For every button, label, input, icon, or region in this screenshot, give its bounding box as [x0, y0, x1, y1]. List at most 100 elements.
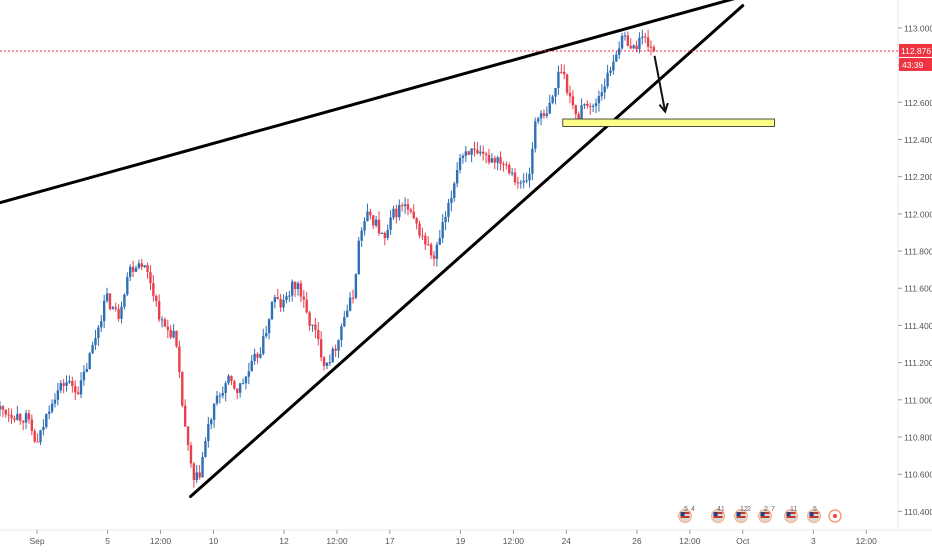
- event-markers-layer[interactable]: 5 4 41 12 2 2 7 11 5: [677, 506, 842, 524]
- candle-body: [525, 180, 528, 182]
- candle-body: [346, 310, 349, 318]
- event-marker-6[interactable]: 5: [806, 506, 822, 524]
- candle-body: [383, 232, 387, 238]
- candle-body: [528, 173, 531, 181]
- candle-body: [615, 54, 618, 62]
- candle-body: [302, 296, 306, 300]
- price-tick-label: 111.800: [904, 247, 932, 257]
- candle-body: [123, 294, 126, 307]
- target-zone-rectangle[interactable]: [562, 118, 775, 127]
- trendline-upper[interactable]: [0, 0, 743, 205]
- candle-body: [160, 319, 164, 321]
- trendline-lower[interactable]: [189, 4, 745, 499]
- candle-body: [623, 35, 627, 37]
- event-marker-dot-icon: [833, 514, 837, 518]
- candle-body: [351, 297, 355, 299]
- candle-body: [374, 219, 378, 226]
- event-marker-3[interactable]: 12 2: [733, 506, 752, 524]
- candle-body: [565, 74, 569, 93]
- candle-body: [19, 413, 22, 421]
- event-marker-count: 11: [790, 506, 797, 513]
- candle-body: [493, 158, 496, 163]
- candle-body: [496, 157, 499, 163]
- flag-stripe-icon: [786, 516, 796, 518]
- drawings-layer[interactable]: [0, 0, 775, 499]
- candle-body: [149, 272, 152, 284]
- candle-body: [591, 106, 595, 108]
- candle-body: [108, 293, 112, 310]
- candle-body: [311, 324, 314, 326]
- candle-body: [343, 317, 346, 327]
- flag-stripe-icon: [760, 512, 770, 514]
- projection-arrow-shaft[interactable]: [653, 55, 667, 112]
- flag-canton-icon: [736, 512, 741, 516]
- candle-body: [152, 283, 155, 296]
- time-axis[interactable]: Sep 5 12:00 10 12 12:00 17 19 12:00 24 26 12:00 Oct 3…: [29, 530, 877, 546]
- candle-body: [317, 330, 320, 340]
- candle-body: [212, 403, 216, 420]
- candle-body: [282, 300, 285, 308]
- candle-body: [21, 420, 25, 423]
- candle-body: [13, 418, 16, 420]
- event-marker-subcount: 7: [771, 506, 775, 513]
- candle-body: [76, 392, 80, 395]
- candle-body: [409, 209, 413, 212]
- candle-body: [606, 72, 609, 87]
- candle-body: [461, 155, 465, 158]
- time-tick-label: 24: [562, 536, 572, 546]
- candle-body: [155, 295, 158, 302]
- candle-body: [198, 472, 201, 478]
- candle-body: [441, 222, 444, 239]
- event-marker-5[interactable]: 11: [783, 506, 799, 524]
- time-tick-label: 5: [105, 536, 110, 546]
- candle-body: [577, 114, 580, 119]
- candle-body: [415, 218, 418, 224]
- candle-body: [649, 46, 653, 48]
- candle-body: [50, 403, 54, 412]
- flag-canton-icon: [786, 512, 791, 516]
- candle-body: [291, 281, 294, 296]
- candle-body: [632, 45, 635, 49]
- candle-body: [296, 283, 300, 289]
- candle-body: [612, 61, 615, 71]
- candle-body: [563, 71, 566, 75]
- candle-body: [548, 102, 551, 114]
- candle-body: [531, 148, 534, 174]
- candle-body: [395, 208, 398, 218]
- event-marker-2[interactable]: 41: [710, 506, 726, 524]
- candle-body: [626, 35, 630, 46]
- candle-body: [490, 158, 494, 163]
- flag-canton-icon: [713, 512, 718, 516]
- candle-body: [403, 204, 407, 206]
- candle-body: [644, 36, 647, 38]
- candle-body: [377, 219, 381, 234]
- current-price-tag: [899, 43, 932, 57]
- candle-body: [71, 380, 74, 387]
- event-marker-7[interactable]: [828, 509, 842, 523]
- flag-stripe-icon: [680, 516, 690, 518]
- candle-body: [39, 430, 42, 443]
- price-tick-label: 110.400: [904, 507, 932, 517]
- candle-body: [609, 70, 612, 73]
- candle-body: [354, 274, 358, 298]
- candle-body: [484, 153, 488, 155]
- candle-body: [256, 353, 259, 358]
- candle-body: [594, 103, 598, 107]
- candle-body: [510, 172, 514, 174]
- candle-body: [97, 327, 100, 339]
- candle-body: [65, 382, 68, 386]
- candle-body: [470, 148, 473, 155]
- candle-body: [42, 426, 45, 431]
- candle-body: [458, 157, 462, 171]
- candle-body: [259, 353, 262, 358]
- flag-stripe-icon: [713, 512, 723, 514]
- flag-canton-icon: [809, 512, 814, 516]
- candle-body: [328, 362, 332, 364]
- candle-body: [273, 297, 277, 303]
- projection-arrow-head[interactable]: [658, 102, 669, 114]
